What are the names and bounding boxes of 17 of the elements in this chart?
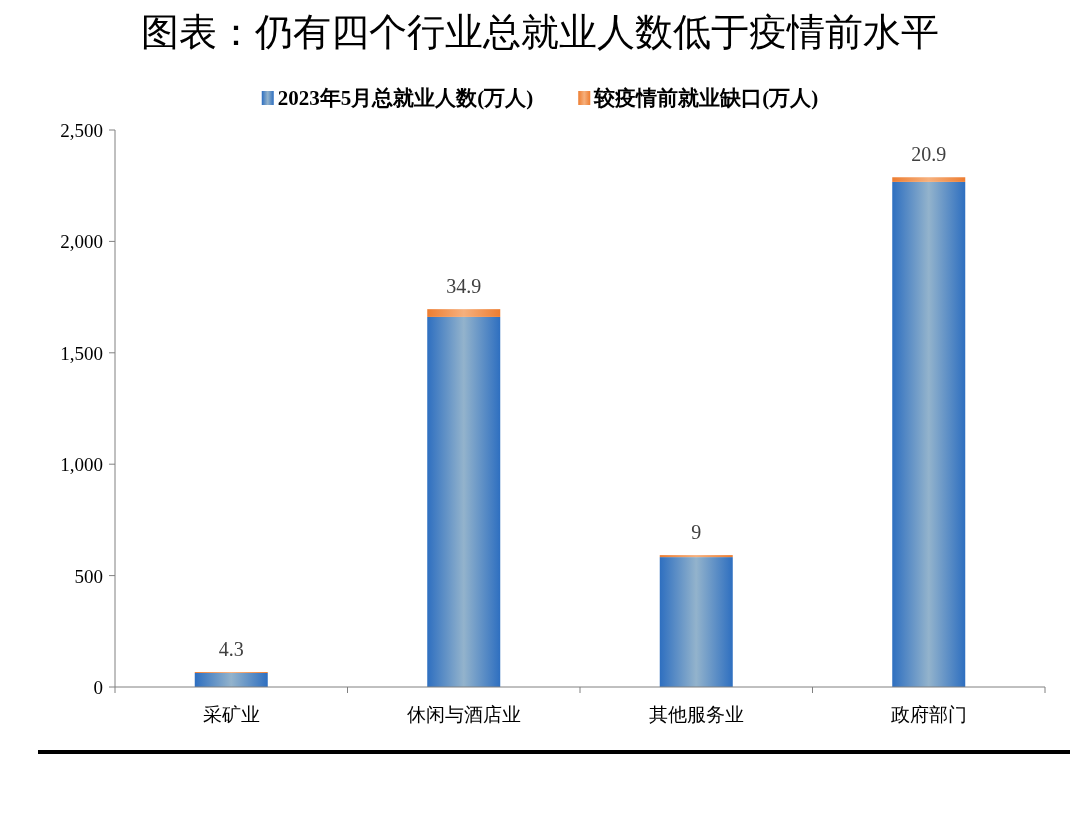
y-tick-label: 0 [93,677,103,698]
x-tick-label: 其他服务业 [648,704,744,725]
data-label: 20.9 [911,143,947,166]
y-tick-label: 2,500 [60,120,103,141]
chart-title: 图表：仍有四个行业总就业人数低于疫情前水平 [141,11,939,53]
legend-label: 2023年5月总就业人数(万人) [277,86,534,110]
x-tick-label: 休闲与酒店业 [406,704,521,725]
legend-label: 较疫情前就业缺口(万人) [593,86,819,110]
x-tick-label: 采矿业 [202,704,260,725]
y-tick-label: 1,500 [60,342,103,364]
x-tick-label: 政府部门 [890,704,967,725]
y-tick-label: 2,000 [60,231,103,253]
data-label: 4.3 [218,638,244,661]
y-tick-label: 1,000 [60,454,103,476]
y-tick-label: 500 [74,565,103,587]
data-label: 9 [691,521,702,544]
data-label: 34.9 [446,275,482,298]
